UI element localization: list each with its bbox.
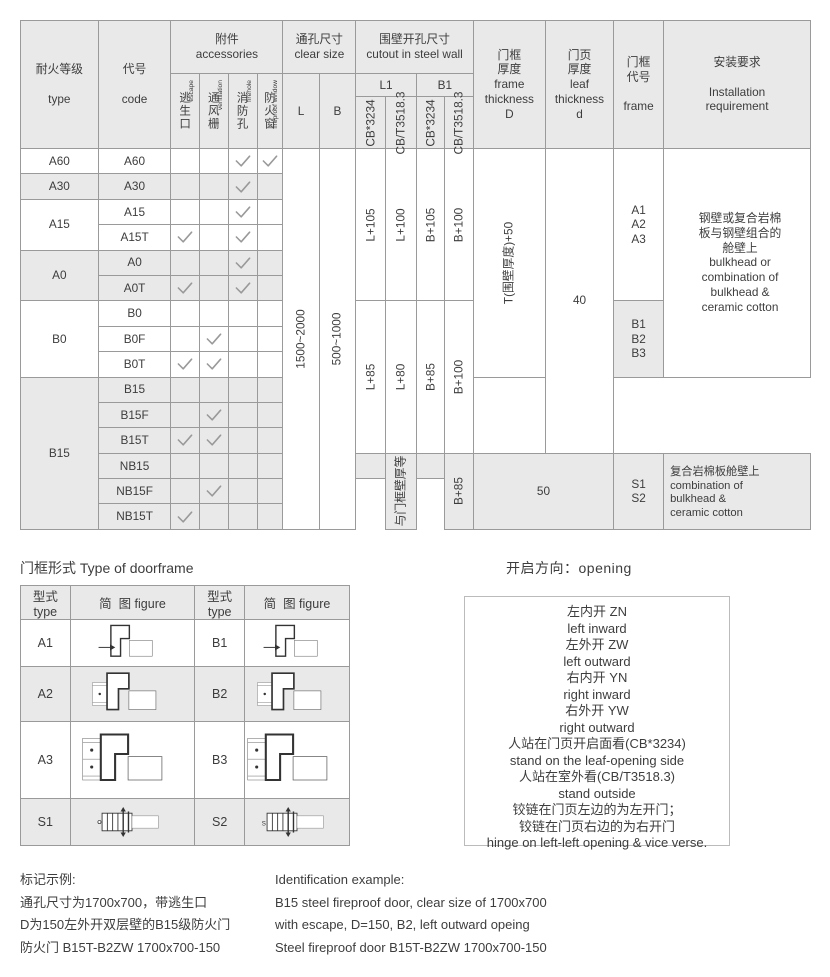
svg-text:S: S [262,821,266,828]
